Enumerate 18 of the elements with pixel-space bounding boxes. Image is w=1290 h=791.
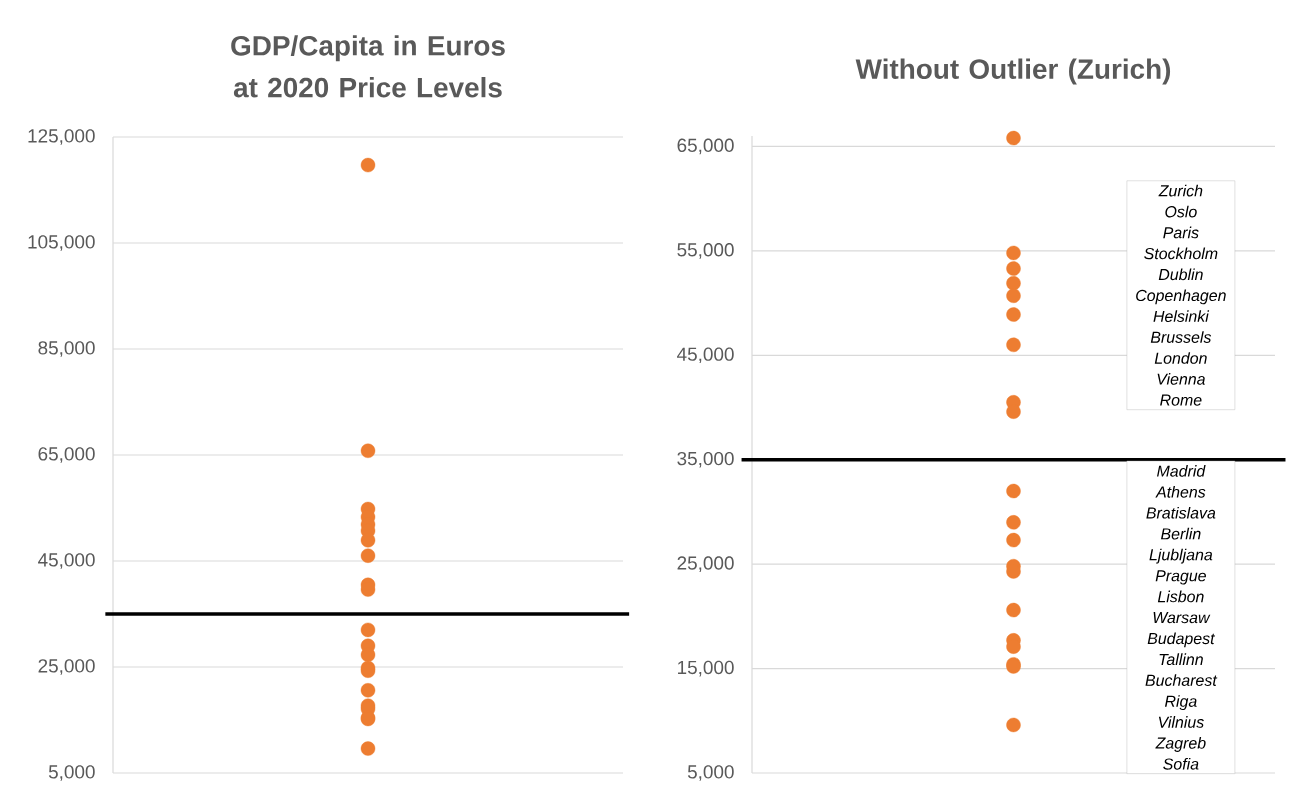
text: Zurich Oslo Paris Stockholm Dublin Copenhagen Helsinki Brussels London Vienna Rome	[1136, 184, 1226, 406]
y-tick-label: 85,000	[38, 341, 95, 357]
y-tick-label: 25,000	[38, 659, 95, 675]
y-tick-label: 25,000	[677, 556, 734, 572]
y-tick-label: 45,000	[677, 347, 734, 364]
y-tick-label: 55,000	[677, 243, 734, 259]
text: Madrid Athens Bratislava Berlin Ljubljana Prague Lisbon Warsaw Budapest Tallinn Bucharest Riga Vilnius Zagreb Sofia	[1145, 465, 1218, 770]
y-tick-label: 35,000	[677, 451, 734, 468]
y-tick-label: 65,000	[38, 447, 95, 463]
y-tick-label: 5,000	[48, 765, 95, 781]
y-tick-label: 105,000	[28, 235, 95, 251]
y-tick-label: 15,000	[678, 660, 734, 677]
chart-title: Without Outlier (Zurich)	[855, 58, 1171, 85]
y-tick-label: 125,000	[28, 129, 95, 145]
chart-title: GDP/Capita in Euros at 2020 Price Levels	[231, 35, 505, 98]
y-tick-label: 65,000	[677, 138, 734, 155]
y-tick-label: 5,000	[687, 765, 734, 781]
y-tick-label: 45,000	[38, 553, 95, 569]
